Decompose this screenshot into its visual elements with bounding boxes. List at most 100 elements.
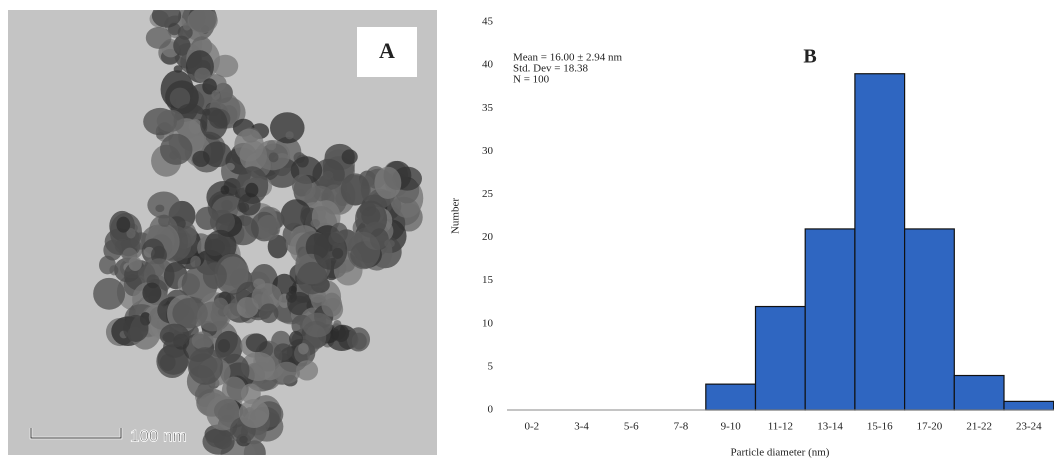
y-axis-label: Number bbox=[450, 198, 462, 234]
particle bbox=[169, 87, 191, 109]
x-tick-label: 9-10 bbox=[721, 421, 742, 433]
particle bbox=[296, 261, 328, 295]
particle bbox=[351, 332, 367, 350]
particle bbox=[217, 256, 249, 294]
x-tick-label: 7-8 bbox=[674, 421, 689, 433]
scale-bar-inner bbox=[30, 428, 122, 439]
particle bbox=[220, 185, 230, 195]
x-tick-label: 5-6 bbox=[624, 421, 639, 433]
y-tick-label: 10 bbox=[482, 317, 494, 329]
particle bbox=[116, 216, 131, 233]
annotation: Mean = 16.00 ± 2.94 nm bbox=[513, 52, 623, 64]
particle bbox=[310, 219, 321, 228]
particle bbox=[332, 324, 350, 343]
particle bbox=[273, 343, 293, 361]
particle bbox=[245, 182, 259, 198]
particle bbox=[267, 234, 288, 259]
particle bbox=[188, 119, 202, 135]
bar bbox=[705, 383, 757, 411]
particle bbox=[191, 331, 214, 350]
particle bbox=[155, 204, 165, 213]
y-tick-label: 45 bbox=[482, 16, 494, 28]
particle bbox=[245, 333, 268, 353]
x-tick-label: 3-4 bbox=[574, 421, 589, 433]
particle bbox=[128, 256, 142, 272]
bar bbox=[754, 305, 806, 411]
x-tick-label: 13-14 bbox=[817, 421, 843, 433]
particle bbox=[302, 312, 333, 338]
particle bbox=[158, 214, 171, 227]
particle bbox=[206, 395, 240, 431]
y-tick-label: 25 bbox=[482, 188, 494, 200]
bar bbox=[903, 228, 955, 411]
bar bbox=[854, 73, 906, 411]
particle bbox=[298, 342, 309, 355]
particle bbox=[200, 107, 228, 140]
bar bbox=[1003, 400, 1054, 411]
particle bbox=[259, 303, 279, 324]
y-tick-label: 0 bbox=[488, 404, 494, 416]
bar bbox=[804, 228, 856, 411]
particle bbox=[160, 133, 193, 165]
scale-bar-label: 100 nm bbox=[130, 426, 187, 445]
y-tick-label: 15 bbox=[482, 274, 494, 286]
particle bbox=[126, 228, 136, 239]
x-tick-label: 0-2 bbox=[525, 421, 540, 433]
particle bbox=[240, 352, 276, 381]
particle bbox=[212, 54, 239, 78]
particle bbox=[209, 209, 235, 234]
particle bbox=[202, 78, 217, 95]
particle bbox=[173, 35, 191, 56]
y-tick-label: 35 bbox=[482, 102, 494, 114]
particle bbox=[273, 361, 300, 384]
chart-title: B bbox=[803, 46, 816, 68]
annotation: Std. Dev = 18.38 bbox=[513, 63, 588, 75]
particle bbox=[147, 191, 181, 219]
particle bbox=[295, 360, 319, 381]
particle bbox=[145, 26, 172, 49]
particle bbox=[204, 238, 225, 257]
particle bbox=[330, 222, 348, 244]
particle bbox=[187, 347, 223, 385]
particle bbox=[123, 314, 149, 342]
label-box bbox=[357, 27, 417, 77]
particle bbox=[238, 398, 270, 429]
particle bbox=[239, 435, 248, 444]
particle bbox=[238, 193, 261, 216]
particle bbox=[347, 231, 381, 270]
particle bbox=[202, 262, 227, 290]
y-tick-label: 20 bbox=[482, 231, 494, 243]
particle bbox=[192, 150, 210, 167]
panel-label: A bbox=[379, 38, 395, 63]
particle bbox=[187, 10, 218, 34]
particle bbox=[322, 170, 334, 180]
x-axis-label: Particle diameter (nm) bbox=[731, 447, 830, 459]
particle bbox=[103, 239, 123, 261]
x-tick-label: 23-24 bbox=[1016, 421, 1042, 433]
particle bbox=[225, 162, 235, 171]
particle bbox=[173, 65, 183, 73]
particle bbox=[142, 282, 162, 304]
particle bbox=[182, 22, 192, 31]
particle bbox=[268, 152, 279, 163]
particle bbox=[211, 90, 221, 101]
particle bbox=[321, 292, 343, 317]
particle bbox=[212, 297, 229, 318]
particle bbox=[151, 10, 182, 28]
x-tick-label: 17-20 bbox=[917, 421, 943, 433]
x-tick-label: 11-12 bbox=[768, 421, 793, 433]
particle bbox=[340, 173, 370, 206]
y-tick-label: 30 bbox=[482, 145, 494, 157]
particle bbox=[374, 166, 402, 199]
particle bbox=[256, 214, 281, 241]
particle bbox=[202, 428, 235, 455]
x-tick-label: 21-22 bbox=[966, 421, 992, 433]
annotation: N = 100 bbox=[513, 74, 550, 86]
x-tick-label: 15-16 bbox=[867, 421, 893, 433]
particle bbox=[240, 383, 261, 405]
particle bbox=[234, 128, 264, 162]
particle bbox=[341, 149, 358, 165]
bar bbox=[953, 374, 1005, 411]
particle bbox=[270, 112, 305, 144]
